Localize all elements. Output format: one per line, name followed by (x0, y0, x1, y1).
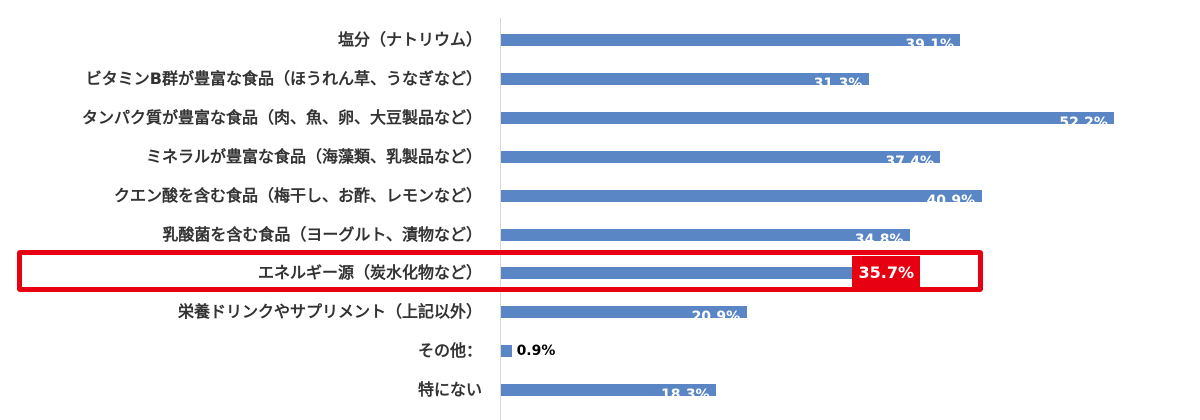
bar (501, 267, 921, 280)
data-label: 20.9% (691, 309, 741, 326)
category-label: ミネラルが豊富な食品（海藻類、乳製品など） (145, 146, 482, 166)
bar (501, 72, 869, 85)
category-label: 乳酸菌を含む食品（ヨーグルト、漬物など） (162, 224, 482, 244)
category-label: タンパク質が豊富な食品（肉、魚、卵、大豆製品など） (81, 107, 482, 127)
category-labels: 塩分（ナトリウム） ビタミンB群が豊富な食品（ほうれん草、うなぎなど） タンパク質が… (0, 0, 482, 420)
category-label: 栄養ドリンクやサプリメント（上記以外） (177, 302, 482, 322)
bar (501, 111, 1115, 124)
category-label: その他： (417, 341, 482, 361)
bar (501, 150, 941, 163)
data-label: 39.1% (905, 37, 954, 53)
data-label: 31.3% (813, 75, 863, 92)
data-label: 0.9% (516, 343, 556, 360)
category-label: ビタミンB群が豊富な食品（ほうれん草、うなぎなど） (85, 68, 482, 88)
highlight-box (17, 250, 983, 292)
data-label: 40.9% (926, 192, 976, 209)
category-label: エネルギー源（炭水化物など） (257, 263, 482, 283)
data-label: 37.4% (885, 153, 935, 170)
category-label: 特にない (417, 380, 482, 400)
bar (501, 228, 910, 241)
category-label: クエン酸を含む食品（梅干し、お酢、レモンなど） (113, 185, 482, 205)
bar (501, 345, 512, 358)
data-label: 34.8% (854, 231, 904, 248)
category-label: 塩分（ナトリウム） (337, 30, 482, 49)
data-label: 18.3% (661, 387, 710, 404)
bar (501, 306, 747, 319)
category-axis-line (500, 18, 501, 420)
data-label: 52.2% (1059, 114, 1108, 131)
bar (501, 384, 717, 397)
bar (501, 34, 961, 46)
bar (501, 189, 982, 202)
data-label: 35.7% (852, 256, 920, 291)
